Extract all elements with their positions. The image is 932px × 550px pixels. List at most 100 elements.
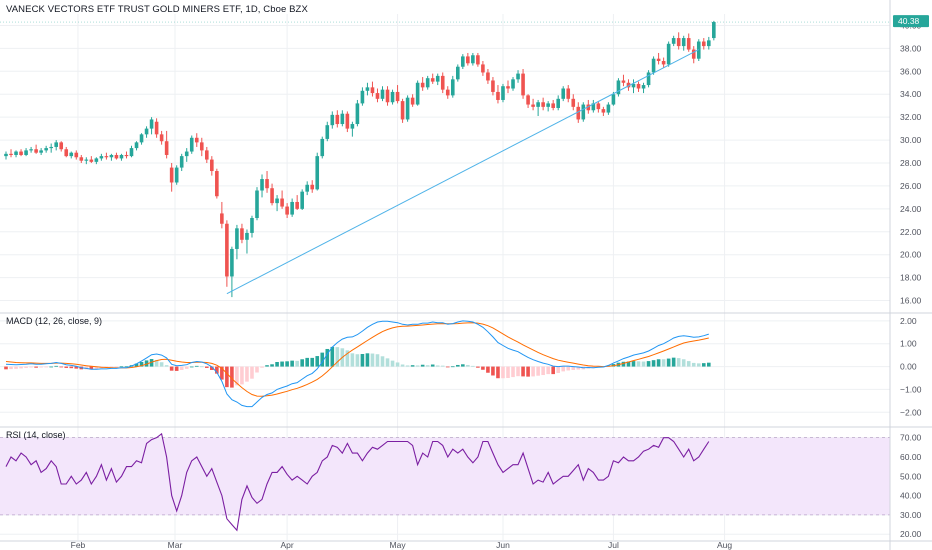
candle-body: [164, 141, 169, 155]
macd-histogram-bar: [310, 357, 315, 367]
candle-body: [576, 106, 581, 120]
macd-histogram-bar: [526, 366, 530, 377]
candle-body: [230, 248, 234, 277]
macd-histogram-bar: [440, 365, 445, 367]
macd-histogram-bar: [245, 366, 249, 382]
candle-body: [591, 103, 596, 111]
macd-histogram-bar: [461, 364, 465, 367]
candle-body: [99, 156, 104, 159]
macd-histogram-bar: [144, 360, 149, 367]
macd-histogram-bar: [415, 365, 420, 367]
candle-body: [360, 90, 365, 104]
macd-histogram-bar: [546, 366, 550, 375]
macd-histogram-bar: [4, 366, 8, 370]
candle-body: [450, 79, 455, 96]
rsi-axis-label: 30.00: [900, 510, 922, 520]
macd-histogram-bar: [184, 366, 189, 369]
candle-body: [139, 134, 144, 143]
candle-body: [189, 137, 194, 152]
candle-body: [641, 85, 646, 89]
candle-body: [546, 103, 550, 107]
candle-body: [621, 80, 626, 83]
macd-histogram-bar: [486, 366, 490, 373]
macd-line: [5, 320, 709, 408]
time-axis: Feb Mar Apr May Jun Jul Aug: [71, 540, 733, 550]
macd-histogram-bar: [350, 353, 355, 367]
candle-body: [581, 104, 586, 120]
macd-histogram-bar: [34, 366, 38, 368]
candle-body: [350, 124, 355, 129]
macd-histogram-bar: [139, 362, 144, 367]
macd-histogram-bar: [701, 363, 706, 367]
macd-histogram-bar: [626, 361, 631, 367]
macd-histogram-bar: [420, 364, 425, 367]
candle-body: [430, 78, 435, 82]
price-axis-label: 38.00: [900, 43, 922, 53]
candle-body: [159, 134, 164, 142]
candle-body: [310, 184, 315, 190]
candle-body: [275, 198, 279, 204]
price-axis-label: 34.00: [900, 89, 922, 99]
candle-body: [345, 113, 350, 129]
trend-line: [226, 49, 699, 295]
price-axis-label: 20.00: [900, 250, 922, 260]
macd-histogram-bar: [69, 366, 74, 369]
candle-body: [531, 104, 535, 107]
macd-axis-label: 0.00: [900, 362, 917, 372]
candle-body: [119, 154, 124, 159]
candle-body: [400, 101, 405, 120]
macd-histogram-bar: [365, 353, 370, 367]
candle-body: [9, 153, 13, 155]
candle-body: [220, 213, 224, 224]
macd-histogram-bar: [576, 366, 581, 370]
macd-histogram-bar: [666, 358, 671, 367]
macd-histogram-bar: [285, 361, 289, 367]
macd-histogram-bar: [707, 362, 711, 367]
chart-title: VANECK VECTORS ETF TRUST GOLD MINERS ETF…: [6, 4, 308, 15]
rsi-pane: [5, 432, 710, 532]
rsi-band: [0, 437, 890, 516]
rsi-axis-label: 20.00: [900, 529, 922, 539]
macd-histogram-bar: [571, 366, 576, 370]
candle-body: [260, 179, 264, 191]
macd-histogram-bar: [646, 361, 651, 367]
macd-histogram-bar: [491, 366, 495, 376]
candle-body: [169, 167, 174, 183]
macd-histogram-bar: [109, 366, 114, 368]
candle-body: [29, 149, 33, 151]
macd-histogram-bar: [119, 366, 124, 368]
candle-body: [506, 86, 510, 89]
candle-body: [44, 148, 48, 151]
candle-body: [681, 38, 686, 47]
macd-histogram-bar: [445, 366, 450, 368]
candle-body: [521, 73, 525, 96]
time-axis-label: Apr: [281, 540, 294, 550]
macd-histogram-bar: [225, 366, 229, 388]
macd-histogram-bar: [74, 366, 79, 369]
candle-body: [440, 75, 445, 90]
price-axis-label: 30.00: [900, 135, 922, 145]
macd-histogram-bar: [471, 365, 475, 367]
candle-body: [696, 41, 701, 59]
price-axis-label: 18.00: [900, 273, 922, 283]
candle-body: [676, 38, 681, 47]
macd-histogram-bar: [189, 366, 194, 368]
macd-histogram-bar: [199, 366, 204, 368]
macd-histogram-bar: [54, 365, 58, 367]
candle-body: [39, 150, 43, 153]
candle-body: [59, 142, 64, 150]
candle-body: [134, 142, 139, 149]
price-axis-label: 24.00: [900, 204, 922, 214]
candle-body: [144, 128, 149, 135]
candle-body: [491, 80, 495, 92]
macd-histogram-bar: [179, 366, 184, 370]
macd-histogram-bar: [551, 366, 555, 375]
macd-histogram-bar: [466, 364, 470, 367]
macd-histogram-bar: [531, 366, 535, 377]
macd-histogram-bar: [681, 359, 686, 367]
candle-body: [129, 148, 134, 157]
macd-histogram-bar: [355, 354, 360, 367]
macd-histogram-bar: [220, 366, 224, 380]
time-axis-label: Jul: [608, 540, 619, 550]
